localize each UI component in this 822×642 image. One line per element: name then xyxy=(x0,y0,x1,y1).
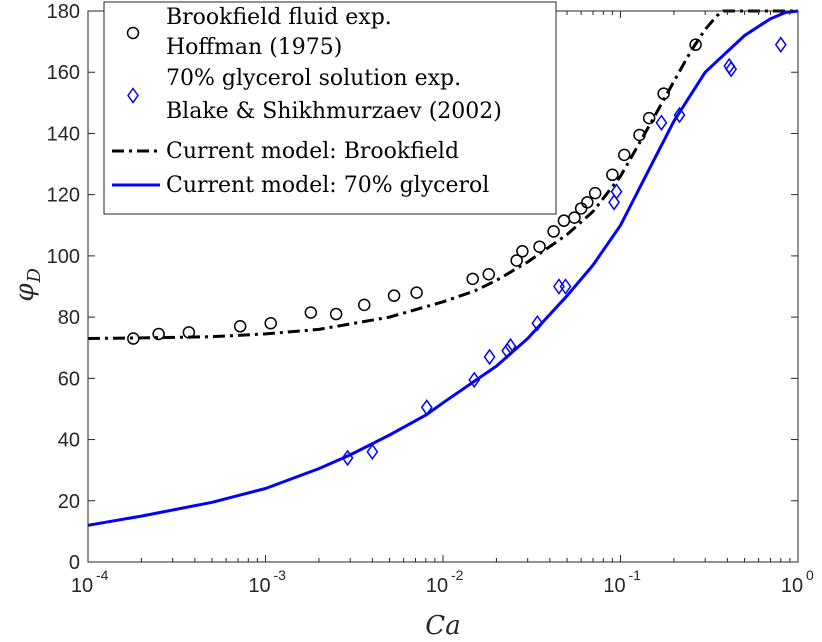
series-layer xyxy=(87,9,799,527)
y-tick-label: 100 xyxy=(47,246,80,268)
data-point-circle xyxy=(642,111,656,125)
data-point-diamond xyxy=(673,106,686,124)
y-axis-label-main: φ xyxy=(10,283,40,302)
data-point-circle xyxy=(606,168,619,182)
data-point-circle xyxy=(387,289,401,302)
y-tick-label: 160 xyxy=(47,62,80,84)
data-point-circle xyxy=(618,148,631,162)
y-tick-label: 80 xyxy=(58,307,80,329)
data-point-diamond xyxy=(608,194,620,211)
legend-symbol-circle xyxy=(126,26,140,40)
data-point-circle xyxy=(689,38,702,51)
y-axis-label-subscript: D xyxy=(24,268,45,284)
y-tick-label: 40 xyxy=(58,430,80,452)
data-point-diamond xyxy=(610,183,623,200)
data-point-diamond xyxy=(483,348,496,366)
data-point-circle xyxy=(357,298,371,312)
data-point-diamond xyxy=(559,278,572,295)
legend-box xyxy=(103,1,557,215)
y-tick-label: 180 xyxy=(47,1,80,23)
legend-label: Blake & Shikhmurzaev (2002) xyxy=(166,99,502,124)
data-point-circle xyxy=(466,272,479,286)
x-tick-label: 10 xyxy=(426,575,448,597)
series-line-glycerol xyxy=(87,9,799,527)
data-point-diamond xyxy=(774,36,787,53)
data-point-circle xyxy=(233,320,247,333)
legend-symbol-diamond xyxy=(127,87,139,104)
y-tick-label: 120 xyxy=(47,185,80,207)
data-point-circle xyxy=(547,225,560,238)
x-tick-label: 10 xyxy=(603,575,625,597)
legend-label: 70% glycerol solution exp. xyxy=(166,66,461,91)
x-tick-exponent: -2 xyxy=(451,567,464,583)
x-tick-exponent: -1 xyxy=(629,567,642,583)
data-point-circle xyxy=(510,254,523,267)
y-tick-label: 20 xyxy=(58,491,80,513)
axes-layer: 10 -4 10 -3 10 -2 10 -1 10 0020406080100120140160… xyxy=(10,1,814,641)
x-tick-label: 10 xyxy=(71,575,93,597)
data-point-diamond xyxy=(655,114,668,132)
data-point-diamond xyxy=(725,60,738,78)
legend-label: Hoffman (1975) xyxy=(166,35,342,60)
data-point-circle xyxy=(482,268,495,281)
data-point-circle xyxy=(329,307,343,321)
y-tick-label: 0 xyxy=(69,552,80,574)
data-point-circle xyxy=(410,286,423,299)
x-axis-label: Ca xyxy=(425,611,460,641)
legend: Brookfield fluid exp. Hoffman (1975) 70% g… xyxy=(103,1,557,215)
series-line-brookfield xyxy=(87,9,798,340)
x-tick-label: 10 xyxy=(781,575,803,597)
data-point-circle xyxy=(588,186,602,200)
x-tick-exponent: -4 xyxy=(96,567,109,583)
data-point-circle xyxy=(568,211,581,224)
data-point-circle xyxy=(516,245,529,258)
x-tick-label: 10 xyxy=(248,575,270,597)
data-point-circle xyxy=(581,196,594,209)
data-point-circle xyxy=(304,306,318,319)
data-point-circle xyxy=(264,316,277,330)
y-tick-label: 140 xyxy=(47,123,80,145)
x-tick-exponent: -3 xyxy=(274,567,287,583)
legend-label: Current model: Brookfield xyxy=(166,139,459,164)
legend-label: Brookfield fluid exp. xyxy=(166,5,392,30)
data-point-diamond xyxy=(366,443,379,461)
data-point-circle xyxy=(152,327,165,341)
y-tick-label: 60 xyxy=(58,368,80,390)
legend-label: Current model: 70% glycerol xyxy=(166,173,489,198)
x-tick-exponent: 0 xyxy=(806,567,814,583)
y-axis-label: φD xyxy=(10,268,45,302)
